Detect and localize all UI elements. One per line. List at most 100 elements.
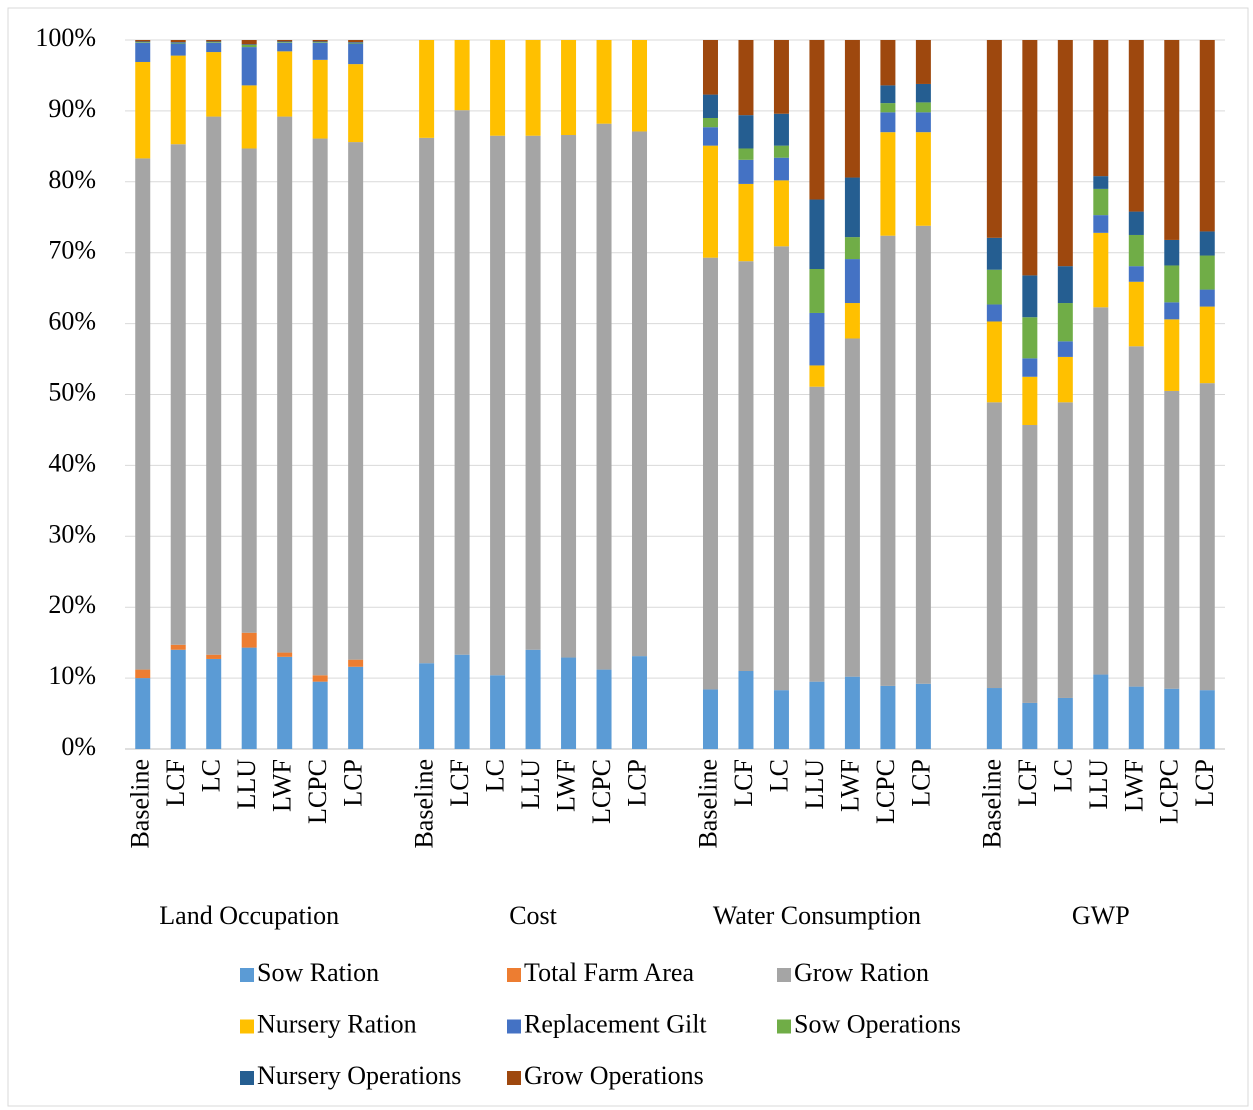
- bar-segment: [702, 689, 718, 749]
- bar-segment: [844, 303, 860, 339]
- x-tick-label: LLU: [800, 759, 829, 810]
- bar-segment: [241, 647, 257, 749]
- bar-segment: [1128, 686, 1144, 749]
- x-tick-label: LCPC: [871, 759, 900, 824]
- x-tick-label: Baseline: [126, 759, 155, 849]
- bar-segment: [1164, 40, 1180, 240]
- bar-segment: [1199, 690, 1215, 749]
- bar-segment: [1199, 255, 1215, 290]
- bar-segment: [348, 659, 364, 667]
- bar-segment: [880, 112, 896, 133]
- bar-segment: [1164, 688, 1180, 749]
- bar-segment: [880, 40, 896, 86]
- bar-segment: [773, 246, 789, 691]
- bar-segment: [1057, 356, 1073, 403]
- bar-segment: [525, 40, 541, 136]
- bar-segment: [170, 43, 186, 56]
- bar-segment: [986, 40, 1002, 238]
- bar-segment: [312, 675, 328, 682]
- bar-segment: [1199, 231, 1215, 256]
- bar-segment: [986, 269, 1002, 305]
- bar-segment: [1093, 307, 1109, 675]
- bar-segment: [986, 402, 1002, 689]
- y-tick-label: 60%: [48, 307, 96, 336]
- bar-segment: [773, 157, 789, 181]
- legend-label: Sow Ration: [257, 958, 379, 987]
- y-tick-label: 100%: [35, 23, 96, 52]
- x-tick-label: Baseline: [977, 759, 1006, 849]
- bar-segment: [738, 148, 754, 160]
- bar-segment: [1057, 697, 1073, 749]
- bar-segment: [561, 135, 577, 658]
- legend-swatch: [240, 1071, 254, 1085]
- bar-segment: [702, 257, 718, 690]
- x-tick-label: LCF: [729, 759, 758, 807]
- legend-swatch: [240, 968, 254, 982]
- x-tick-label: LCF: [1013, 759, 1042, 807]
- bar-segment: [241, 632, 257, 648]
- bar-segment: [241, 44, 257, 48]
- bar-segment: [880, 85, 896, 104]
- bar-segment: [809, 386, 825, 682]
- bar-segment: [702, 117, 718, 128]
- bar-segment: [348, 64, 364, 143]
- bar-segment: [135, 42, 151, 62]
- bar-segment: [348, 142, 364, 660]
- bar-segment: [1093, 215, 1109, 233]
- bar-segment: [1199, 306, 1215, 384]
- legend-label: Total Farm Area: [524, 958, 694, 987]
- bar-segment: [1128, 281, 1144, 347]
- bar-segment: [277, 40, 293, 42]
- bar-segment: [312, 42, 328, 43]
- bar-segment: [241, 44, 257, 45]
- x-tick-label: LLU: [1084, 759, 1113, 810]
- bar-segment: [170, 42, 186, 44]
- bar-segment: [206, 41, 222, 43]
- bar-segment: [1128, 234, 1144, 267]
- x-tick-label: LC: [1048, 759, 1077, 792]
- group-label: Water Consumption: [713, 901, 921, 930]
- bar-segment: [135, 158, 151, 670]
- bar-segment: [1022, 317, 1038, 359]
- bar-segment: [561, 40, 577, 136]
- bar-segment: [986, 237, 1002, 270]
- bar-segment: [596, 669, 612, 749]
- bar-segment: [1057, 402, 1073, 698]
- bar-segment: [454, 654, 470, 749]
- bar-segment: [241, 47, 257, 86]
- bar-segment: [1022, 40, 1038, 276]
- bar-segment: [206, 52, 222, 117]
- bar-segment: [419, 137, 435, 664]
- bar-segment: [809, 269, 825, 313]
- bar-segment: [880, 235, 896, 686]
- legend-swatch: [507, 1071, 521, 1085]
- bar-segment: [844, 676, 860, 749]
- y-tick-label: 80%: [48, 165, 96, 194]
- x-tick-label: LCP: [339, 759, 368, 807]
- bar-segment: [1022, 424, 1038, 703]
- bar-segment: [738, 261, 754, 672]
- bar-segment: [702, 127, 718, 146]
- bar-segment: [241, 148, 257, 633]
- bar-segment: [312, 138, 328, 676]
- bar-segment: [135, 669, 151, 679]
- bar-segment: [915, 112, 931, 133]
- x-tick-label: LWF: [268, 759, 297, 812]
- bar-segment: [419, 40, 435, 138]
- bar-segment: [773, 113, 789, 146]
- x-tick-label: LCP: [1190, 759, 1219, 807]
- bar-segment: [986, 304, 1002, 322]
- x-tick-label: Baseline: [410, 759, 439, 849]
- bar-segment: [1093, 188, 1109, 216]
- x-tick-label: LCF: [161, 759, 190, 807]
- bar-segment: [170, 55, 186, 145]
- x-tick-label: LCPC: [303, 759, 332, 824]
- bar-segment: [561, 657, 577, 749]
- x-tick-label: LWF: [552, 759, 581, 812]
- group-label: GWP: [1072, 901, 1130, 930]
- bar-segment: [1093, 40, 1109, 177]
- bar-segment: [135, 42, 151, 43]
- x-tick-label: LLU: [232, 759, 261, 810]
- y-tick-label: 50%: [48, 377, 96, 406]
